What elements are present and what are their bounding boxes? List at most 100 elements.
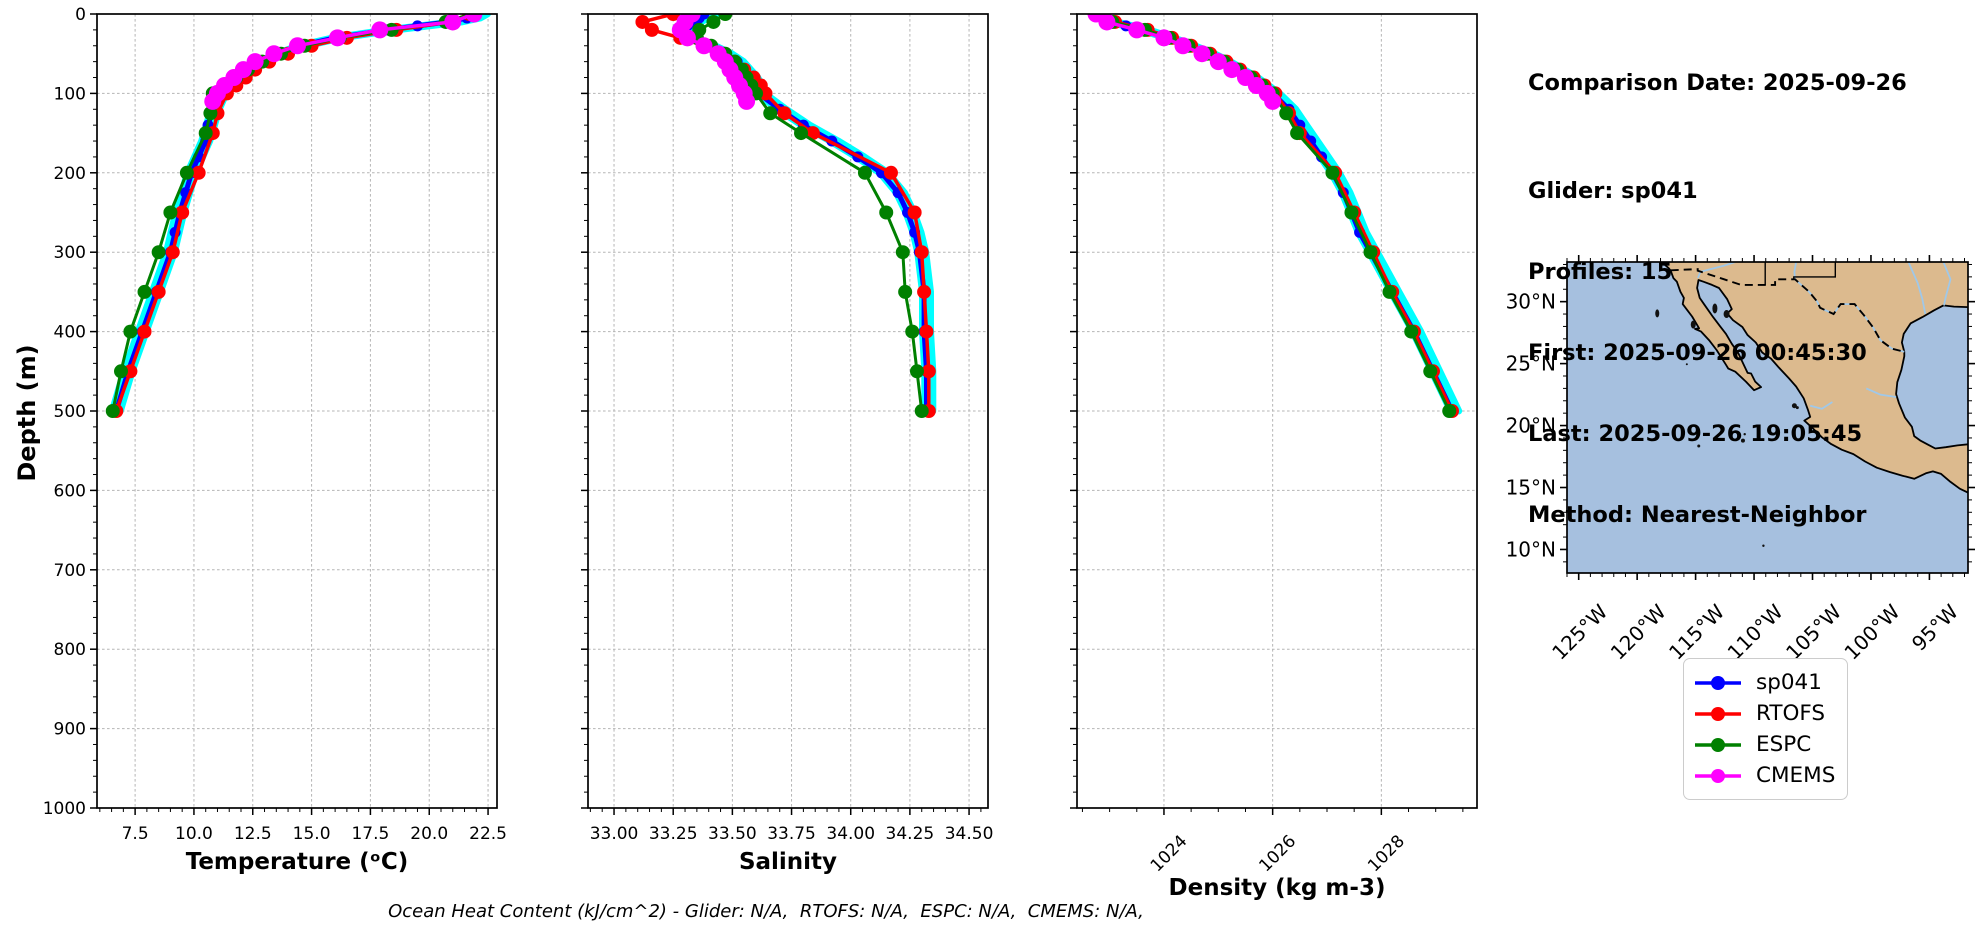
x-tick-label: 12.5 [234,824,272,844]
info-panel: Comparison Date: 2025-09-26 Glider: sp04… [1528,16,1907,583]
map-island [1697,444,1701,448]
map-island [1655,309,1660,318]
legend-marker-sp041-icon [1695,675,1741,690]
legend: sp041 RTOFS ESPC CMEMS [1683,658,1848,800]
map-lon-tick-label: 120°W [1606,599,1671,664]
map-lat-tick-label: 15°N [1506,476,1556,500]
legend-label: ESPC [1756,732,1812,757]
temperature-profile-series [105,14,491,418]
x-tick-label: 20.0 [410,824,448,844]
map-lat-tick-label: 25°N [1506,352,1556,376]
map-lat-tick-label: 30°N [1506,290,1556,314]
salinity-axis-label: Salinity [738,849,838,875]
map-lon-tick-label: 100°W [1839,599,1904,664]
series-glider-scatter [1091,14,1463,415]
profile-count: Profiles: 15 [1528,259,1673,285]
depth-tick-label: 300 [54,243,86,263]
comparison-date: Comparison Date: 2025-09-26 [1528,70,1907,96]
map-island [1795,406,1799,410]
x-tick-label: 33.50 [708,824,757,844]
last-profile-time: Last: 2025-09-26 19:05:45 [1528,421,1863,447]
map-river [1942,262,1952,306]
series-sp041 [677,14,932,417]
density-profile-series [1087,14,1463,418]
density-axis-label: Density (kg m-3) [1168,875,1386,901]
ocean-heat-content-note: Ocean Heat Content (kJ/cm^2) - Glider: N… [388,901,1144,922]
x-tick-label: 33.00 [590,824,639,844]
legend-label: RTOFS [1756,701,1826,726]
series-ESPC [105,14,479,418]
temperature-axis-label: Temperature (ᵒC) [185,849,409,875]
series-CMEMS [1087,14,1282,110]
depth-tick-label: 900 [54,720,86,740]
x-tick-label: 34.25 [886,824,935,844]
series-CMEMS [671,14,756,110]
salinity-profile: 33.00 33.25 33.50 33.75 34.00 34.25 34.50 [581,13,994,844]
legend-marker-espc-icon [1695,737,1741,752]
map-state-border [1793,262,1837,280]
map-lon-tick-label: 115°W [1664,599,1729,664]
depth-tick-label: 0 [75,5,86,25]
depth-axis-label: Depth (m) [13,344,41,482]
map-island [1791,403,1797,409]
legend-label: CMEMS [1756,763,1836,788]
glider-name: Glider: sp041 [1528,178,1698,204]
x-tick-label: 1024 [1147,831,1192,876]
series-ESPC [1091,14,1457,418]
map-lon-tick-label: 125°W [1547,599,1612,664]
map-international-border [1670,268,1905,353]
map-river [1907,262,1927,315]
series-CMEMS [204,14,483,110]
x-tick-label: 1026 [1255,831,1300,876]
map-island [1743,433,1746,436]
legend-item-sp041: sp041 [1693,670,1847,695]
depth-tick-label: 100 [54,84,86,104]
method: Method: Nearest-Neighbor [1528,502,1867,528]
temperature-profile: 7.5 10.0 12.5 15.0 17.5 20.0 22.5 0 100 200 300 400… [43,5,507,844]
map-lon-tick-label: 95°W [1907,599,1963,655]
legend-marker-cmems-icon [1695,768,1741,783]
x-tick-label: 17.5 [351,824,389,844]
x-tick-label: 15.0 [293,824,331,844]
x-tick-label: 10.0 [175,824,213,844]
series-sp041 [1095,14,1458,417]
map-lat-tick-label: 20°N [1506,414,1556,438]
map-island [1762,544,1765,547]
legend-item-espc: ESPC [1693,732,1847,757]
x-tick-label: 1028 [1364,831,1409,876]
depth-tick-label: 600 [54,481,86,501]
map-island [1690,320,1696,329]
depth-tick-label: 500 [54,402,86,422]
depth-tick-label: 700 [54,561,86,581]
depth-tick-label: 400 [54,323,86,343]
x-tick-label: 34.50 [945,824,994,844]
map-lon-tick-label: 105°W [1781,599,1846,664]
legend-item-rtofs: RTOFS [1693,701,1847,726]
map-island [1740,438,1745,443]
depth-tick-label: 800 [54,640,86,660]
x-tick-label: 33.75 [767,824,816,844]
first-profile-time: First: 2025-09-26 00:45:30 [1528,340,1867,366]
legend-label: sp041 [1756,670,1822,695]
x-tick-label: 33.25 [649,824,698,844]
x-tick-label: 34.00 [826,824,875,844]
map-river [1809,401,1833,410]
map-island [1723,310,1730,319]
map-land [1660,262,1968,494]
map-river [1865,387,1897,398]
legend-item-cmems: CMEMS [1693,763,1847,788]
map-river [1697,262,1736,279]
series-glider-scatter [675,14,937,415]
x-tick-label: 22.5 [469,824,507,844]
salinity-profile-series [635,14,937,418]
density-profile: 1024 1026 1028 [1070,13,1478,876]
depth-tick-label: 1000 [43,799,86,819]
map-lat-tick-label: 10°N [1506,537,1556,561]
x-tick-label: 7.5 [122,824,149,844]
legend-marker-rtofs-icon [1695,706,1741,721]
map-lon-tick-label: 110°W [1723,599,1788,664]
depth-tick-label: 200 [54,164,86,184]
map-island [1685,363,1688,366]
